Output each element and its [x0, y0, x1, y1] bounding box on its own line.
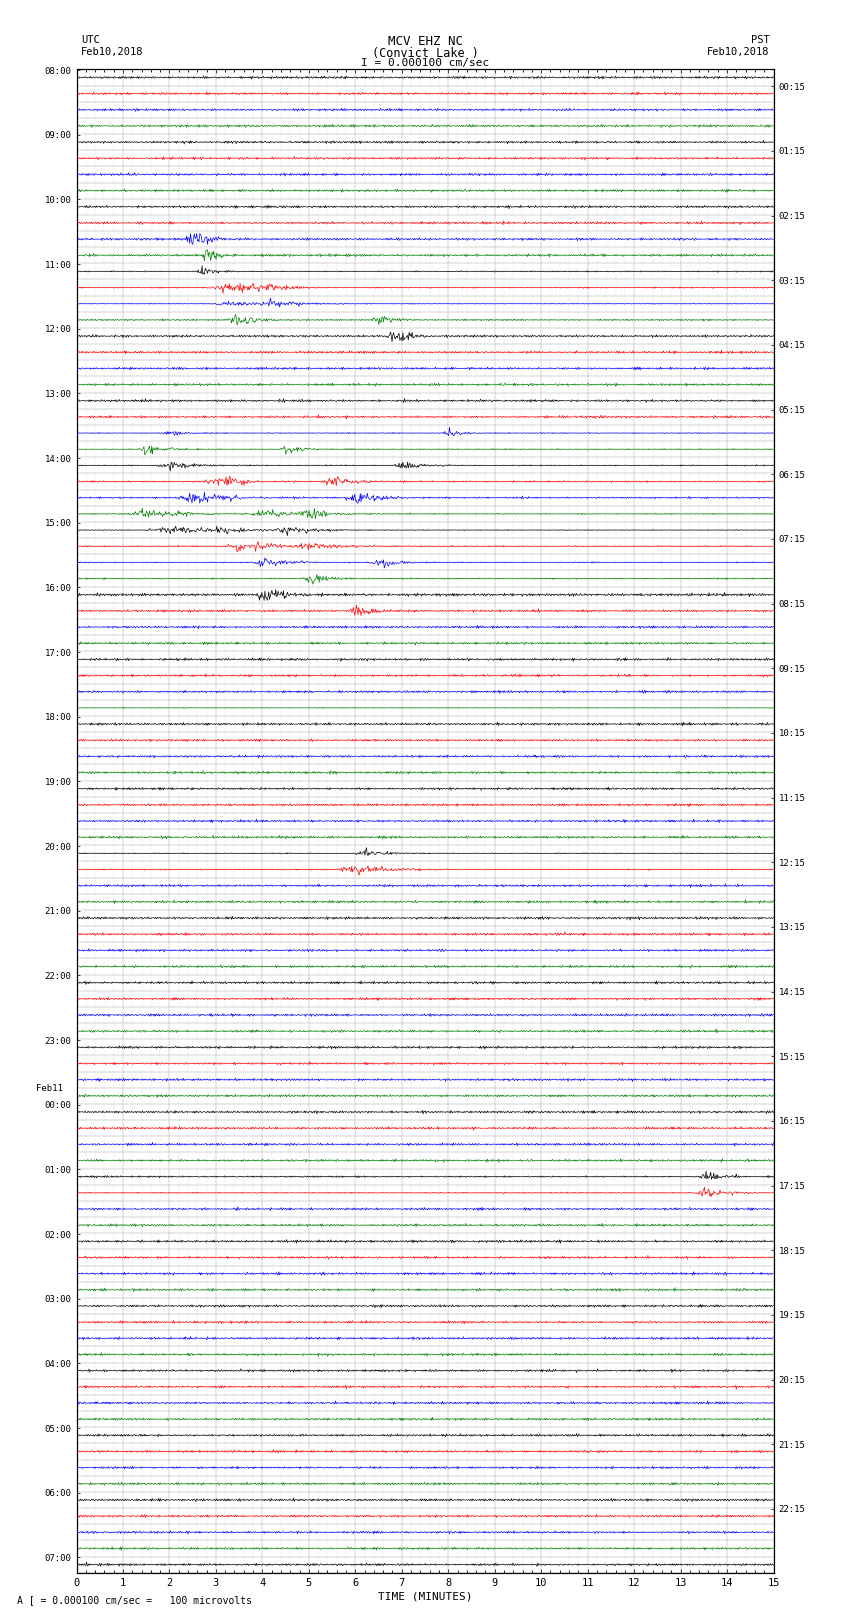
X-axis label: TIME (MINUTES): TIME (MINUTES) [377, 1592, 473, 1602]
Text: Feb10,2018: Feb10,2018 [81, 47, 144, 56]
Text: PST: PST [751, 35, 769, 45]
Text: A [ = 0.000100 cm/sec =   100 microvolts: A [ = 0.000100 cm/sec = 100 microvolts [17, 1595, 252, 1605]
Text: Feb11: Feb11 [36, 1084, 63, 1094]
Text: UTC: UTC [81, 35, 99, 45]
Text: (Convict Lake ): (Convict Lake ) [371, 47, 479, 60]
Text: I = 0.000100 cm/sec: I = 0.000100 cm/sec [361, 58, 489, 68]
Text: Feb10,2018: Feb10,2018 [706, 47, 769, 56]
Text: MCV EHZ NC: MCV EHZ NC [388, 35, 462, 48]
